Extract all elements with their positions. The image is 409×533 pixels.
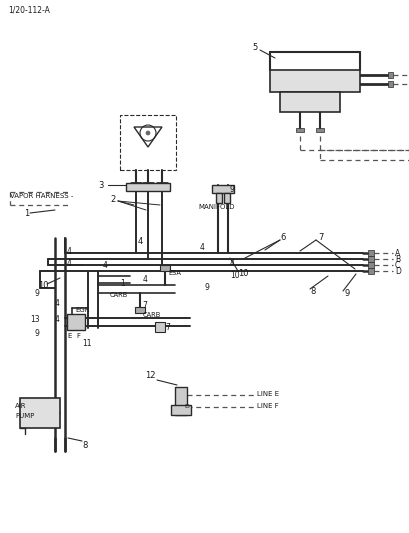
Bar [367,262,373,268]
Bar [295,128,303,132]
Text: 4: 4 [55,316,60,325]
Text: CARB: CARB [110,292,128,298]
Bar [211,185,234,193]
Text: 10: 10 [229,271,239,279]
Text: 4: 4 [229,259,234,268]
Bar [160,265,170,271]
Text: 6: 6 [279,233,285,243]
Bar [120,115,175,170]
Text: ESA: ESA [168,270,180,276]
Text: VAPOR HARNESS -: VAPOR HARNESS - [10,193,73,199]
Text: 9: 9 [35,328,40,337]
Text: 7: 7 [164,324,169,333]
Text: 9: 9 [204,284,209,293]
Text: 4: 4 [138,237,143,246]
Text: 2: 2 [110,196,115,205]
Text: 9: 9 [229,185,234,195]
Bar [126,183,170,191]
Text: 10: 10 [237,269,248,278]
Text: 1: 1 [120,279,124,287]
Text: 5: 5 [252,44,256,52]
Text: 3: 3 [98,181,103,190]
Text: 11: 11 [82,338,91,348]
Text: MANIFOLD: MANIFOLD [198,204,234,210]
Text: 12: 12 [145,370,155,379]
Bar [20,398,60,428]
Bar [216,193,221,203]
Text: 8: 8 [82,441,87,450]
Text: 1: 1 [24,208,29,217]
Bar [387,81,392,87]
Text: 9: 9 [344,288,349,297]
Text: CARB: CARB [143,312,161,318]
Text: E: E [67,333,71,339]
Bar [270,70,359,92]
Text: 7: 7 [142,301,146,310]
Text: 4: 4 [143,276,148,285]
Bar [135,307,145,313]
Bar [315,128,323,132]
Bar [155,322,164,332]
Bar [175,387,187,415]
Text: A: A [394,248,399,257]
Text: 4: 4 [67,259,72,268]
Text: 13: 13 [30,316,40,325]
Text: LINE F: LINE F [256,403,278,409]
Text: B: B [394,254,399,263]
Text: 4: 4 [67,246,72,255]
Text: 8: 8 [309,287,315,295]
Text: C: C [394,261,399,270]
Text: 4: 4 [200,244,204,253]
Bar [171,405,191,415]
Bar [367,256,373,262]
Text: D: D [184,403,189,408]
Text: LINE E: LINE E [256,391,279,397]
Bar [367,250,373,256]
Text: PUMP: PUMP [15,413,34,419]
Bar [223,193,229,203]
Text: EGR: EGR [75,307,89,313]
Text: 1/20-112-A: 1/20-112-A [8,5,50,14]
Text: 9: 9 [35,288,40,297]
Text: D: D [394,266,400,276]
Text: F: F [76,333,80,339]
Text: 4: 4 [55,298,60,308]
Bar [67,314,85,330]
Text: AIR: AIR [15,403,27,409]
Text: 10: 10 [38,280,48,289]
Bar [367,268,373,274]
Circle shape [146,131,150,135]
Bar [279,92,339,112]
Text: 4: 4 [103,262,108,271]
Text: 7: 7 [317,233,323,243]
Bar [387,72,392,78]
